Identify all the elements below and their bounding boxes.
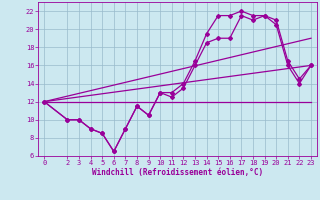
X-axis label: Windchill (Refroidissement éolien,°C): Windchill (Refroidissement éolien,°C) xyxy=(92,168,263,177)
